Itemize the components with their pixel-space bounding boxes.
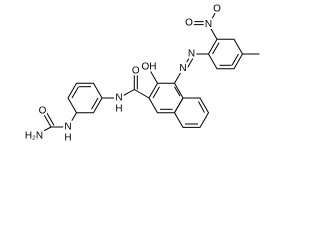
atom-label: H (64, 133, 71, 144)
atom-label: H (115, 104, 122, 115)
bond (118, 89, 135, 99)
double-bond (91, 97, 99, 110)
double-bond (152, 86, 160, 99)
bond (42, 111, 52, 128)
ring (148, 82, 184, 114)
bond (174, 68, 184, 84)
atom-label: O (185, 18, 193, 29)
atom-label: N (115, 93, 122, 104)
atom-label: O (132, 66, 140, 77)
bond (134, 89, 150, 99)
atom-label: O (39, 106, 47, 117)
atom-label: H₂N (25, 131, 43, 142)
double-bond (71, 86, 79, 99)
double-bond (174, 86, 181, 97)
double-bond (185, 55, 195, 71)
bond (33, 126, 52, 137)
ring (207, 38, 244, 70)
atom-label: N (188, 49, 195, 60)
atom-label: O (213, 4, 221, 15)
double-bond (231, 53, 239, 66)
double-bond (198, 101, 205, 113)
double-bond (45, 110, 55, 126)
bond (148, 68, 158, 84)
page: {"atoms": { "urea_amine": "H₂N", "urea_o… (23, 2, 260, 146)
ring (173, 97, 210, 128)
atom-label: N (205, 19, 212, 30)
atom-label: OH (142, 62, 157, 73)
ring (67, 82, 103, 114)
bond (182, 53, 192, 69)
atom-label: N (179, 63, 186, 74)
bond (67, 112, 77, 128)
bond (208, 24, 218, 40)
atom-labels: H₂N O N H N H O OH N N N O O (23, 2, 223, 146)
structure-diagram: H₂N O N H N H O OH N N N O O (23, 2, 260, 146)
bonds (33, 9, 260, 137)
atom-label: N (64, 122, 71, 133)
double-bond (212, 42, 220, 55)
bond (208, 9, 218, 25)
